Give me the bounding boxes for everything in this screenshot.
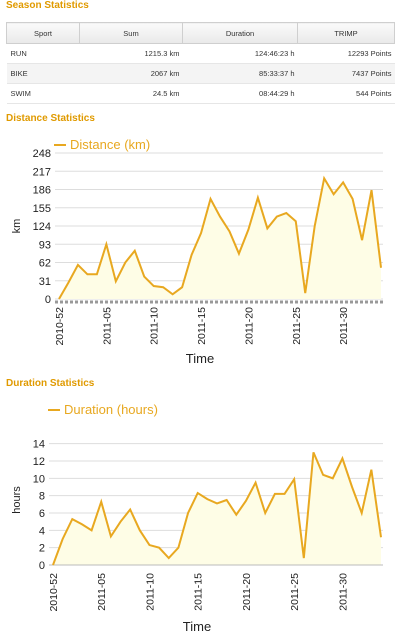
column-header-trimp[interactable]: TRIMP [297, 22, 395, 44]
cell-sum: 24.5 km [79, 83, 183, 104]
x-tick-label: 2011-10 [144, 573, 156, 611]
x-tick-label: 2011-25 [289, 573, 301, 611]
series-area [59, 178, 381, 299]
x-tick-label: 2011-25 [291, 307, 303, 345]
cell-sum: 2067 km [79, 63, 183, 84]
y-tick-label: 155 [33, 203, 51, 215]
y-tick-label: 6 [39, 508, 45, 520]
y-tick-label: 186 [33, 185, 51, 197]
cell-trimp: 7437 Points [297, 63, 395, 84]
y-tick-label: 93 [39, 239, 51, 251]
cell-trimp: 12293 Points [297, 43, 395, 64]
y-tick-label: 31 [39, 276, 51, 288]
table-header-row: Sport Sum Duration TRIMP [6, 22, 395, 44]
cell-sport: RUN [6, 43, 80, 64]
series-line [52, 451, 382, 566]
x-tick-label: 2010-52 [54, 307, 66, 346]
cell-duration: 124:46:23 h [182, 43, 298, 64]
y-tick-label: 12 [33, 456, 45, 468]
x-axis-title: Time [186, 351, 214, 366]
y-tick-label: 0 [45, 294, 51, 306]
cell-sport: BIKE [6, 63, 80, 84]
series-line [58, 175, 382, 300]
y-tick-label: 217 [33, 166, 51, 178]
season-statistics-title: Season Statistics [6, 0, 89, 11]
legend-label: Distance (km) [70, 137, 150, 152]
table-row: RUN 1215.3 km 124:46:23 h 12293 Points [6, 43, 395, 64]
y-tick-label: 0 [39, 560, 45, 572]
x-tick-label: 2011-30 [337, 573, 349, 611]
x-tick-label: 2011-20 [241, 573, 253, 611]
table-row: BIKE 2067 km 85:33:37 h 7437 Points [6, 63, 395, 84]
cell-sport: SWIM [6, 83, 80, 104]
y-tick-label: 10 [33, 473, 45, 485]
x-tick-label: 2011-10 [149, 307, 161, 345]
table-row: SWIM 24.5 km 08:44:29 h 544 Points [6, 83, 395, 104]
y-tick-label: 124 [33, 221, 51, 233]
x-tick-label: 2011-15 [196, 307, 208, 345]
distance-chart: 0 31 62 93 124 155 186 217 248 2010-52 2011-05 2011… [11, 137, 383, 366]
series-area [53, 452, 381, 565]
x-tick-label: 2011-05 [101, 307, 113, 345]
y-tick-label: 14 [33, 439, 45, 451]
y-tick-label: 62 [39, 258, 51, 270]
x-tick-label: 2011-30 [338, 307, 350, 345]
duration-statistics-title: Duration Statistics [6, 378, 95, 389]
y-tick-label: 8 [39, 491, 45, 503]
cell-trimp: 544 Points [297, 83, 395, 104]
cell-sum: 1215.3 km [79, 43, 183, 64]
legend-label: Duration (hours) [64, 402, 158, 417]
y-tick-label: 2 [39, 543, 45, 555]
x-tick-label: 2010-52 [48, 573, 60, 612]
distance-statistics-title: Distance Statistics [6, 113, 95, 124]
cell-duration: 85:33:37 h [182, 63, 298, 84]
column-header-duration[interactable]: Duration [182, 22, 298, 44]
season-statistics-table: Sport Sum Duration TRIMP RUN 1215.3 km 1… [6, 22, 395, 104]
column-header-sport[interactable]: Sport [6, 22, 80, 44]
y-axis-title: hours [11, 486, 23, 514]
column-header-sum[interactable]: Sum [79, 22, 183, 44]
duration-chart: 0 2 4 6 8 10 12 14 2010-52 2011-05 2011-10 2011-15 2… [11, 402, 383, 634]
y-axis-title: km [11, 219, 23, 234]
x-tick-label: 2011-05 [96, 573, 108, 611]
x-axis-title: Time [183, 619, 211, 634]
x-tick-label: 2011-20 [243, 307, 255, 345]
cell-duration: 08:44:29 h [182, 83, 298, 104]
y-tick-label: 248 [33, 148, 51, 160]
x-tick-label: 2011-15 [193, 573, 205, 611]
y-tick-label: 4 [39, 525, 45, 537]
